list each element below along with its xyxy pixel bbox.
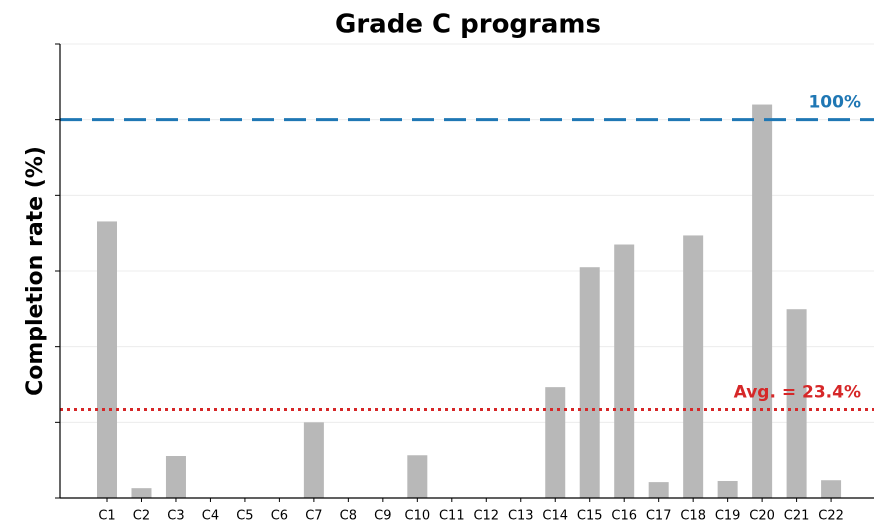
bar bbox=[545, 387, 566, 498]
x-tick-label: C9 bbox=[374, 509, 391, 524]
bar bbox=[821, 480, 842, 498]
bar bbox=[648, 482, 669, 498]
bar bbox=[579, 267, 600, 498]
x-tick-label: C3 bbox=[167, 509, 184, 524]
x-tick-label: C8 bbox=[340, 509, 357, 524]
x-tick-label: C11 bbox=[439, 509, 465, 524]
x-tick-label: C22 bbox=[818, 509, 844, 524]
bar bbox=[752, 104, 773, 499]
x-tick-label: C5 bbox=[236, 509, 253, 524]
bar bbox=[303, 422, 324, 498]
x-tick-label: C14 bbox=[542, 509, 568, 524]
reference-label: 100% bbox=[808, 93, 861, 113]
x-tick-label: C4 bbox=[202, 509, 219, 524]
y-axis-label: Completion rate (%) bbox=[23, 146, 48, 396]
bar bbox=[717, 480, 738, 498]
bar bbox=[97, 221, 117, 498]
x-tick-label: C2 bbox=[133, 509, 150, 524]
x-tick-label: C1 bbox=[98, 509, 115, 524]
bar bbox=[683, 235, 704, 499]
x-tick-label: C13 bbox=[508, 509, 534, 524]
x-tick-label: C16 bbox=[611, 509, 637, 524]
x-tick-label: C7 bbox=[305, 509, 322, 524]
x-tick-label: C6 bbox=[271, 509, 288, 524]
x-tick-label: C10 bbox=[405, 509, 431, 524]
bar bbox=[786, 309, 807, 498]
x-tick-label: C18 bbox=[680, 509, 706, 524]
bar bbox=[165, 456, 186, 498]
x-tick-label: C17 bbox=[646, 509, 672, 524]
bar bbox=[407, 455, 428, 498]
x-tick-label: C12 bbox=[473, 509, 499, 524]
chart-title: Grade C programs bbox=[335, 10, 601, 40]
bar bbox=[131, 488, 152, 498]
x-tick-label: C21 bbox=[784, 509, 810, 524]
x-tick-label: C20 bbox=[749, 509, 775, 524]
bar bbox=[614, 244, 635, 498]
x-tick-label: C15 bbox=[577, 509, 603, 524]
reference-label: Avg. = 23.4% bbox=[734, 382, 861, 402]
x-tick-label: C19 bbox=[715, 509, 741, 524]
